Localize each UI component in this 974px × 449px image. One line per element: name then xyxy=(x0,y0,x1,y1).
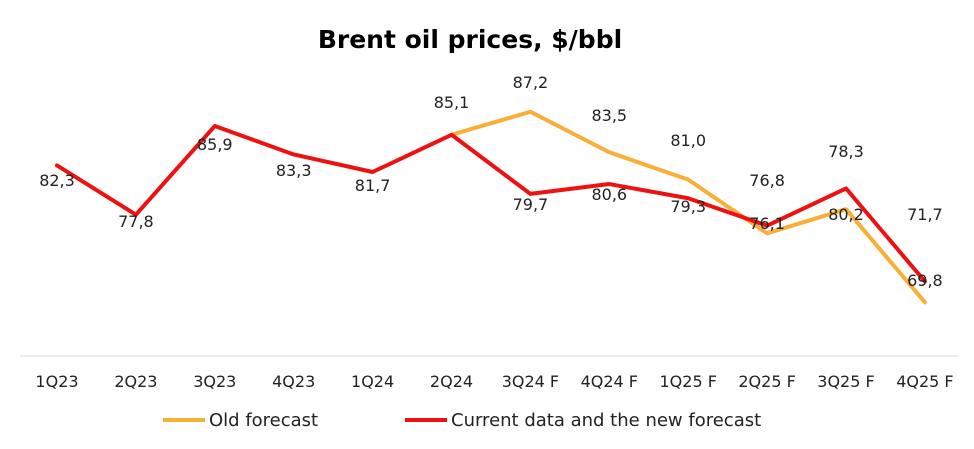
x-tick-1q25-f: 1Q25 F xyxy=(659,372,716,391)
data-label-old-3q25-f: 78,3 xyxy=(828,142,864,161)
x-tick-3q24-f: 3Q24 F xyxy=(502,372,559,391)
data-label-current-3q24-f: 79,7 xyxy=(513,195,549,214)
legend-item-old-forecast: Old forecast xyxy=(163,410,318,431)
series-layer xyxy=(55,109,927,305)
series-line-current-new-forecast xyxy=(55,124,927,284)
x-tick-2q24: 2Q24 xyxy=(430,372,473,391)
x-tick-1q24: 1Q24 xyxy=(351,372,394,391)
data-label-old-4q25-f: 69,8 xyxy=(907,271,943,290)
data-label-current-4q23: 83,3 xyxy=(276,161,312,180)
x-tick-4q25-f: 4Q25 F xyxy=(896,372,953,391)
x-tick-3q25-f: 3Q25 F xyxy=(817,372,874,391)
data-label-old-3q24-f: 87,2 xyxy=(513,73,549,92)
legend-label: Current data and the new forecast xyxy=(451,410,761,431)
chart-title: Brent oil prices, $/bbl xyxy=(318,25,622,54)
data-label-current-3q23: 85,9 xyxy=(197,135,233,154)
legend-item-current-new-forecast: Current data and the new forecast xyxy=(405,410,761,431)
x-tick-4q23: 4Q23 xyxy=(272,372,315,391)
data-label-layer: 87,2 83,5 81,0 76,1 78,3 69,8 82,3 77,8 85,9 83,3… xyxy=(39,73,943,290)
legend-label: Old forecast xyxy=(209,410,318,431)
data-label-current-3q25-f: 80,2 xyxy=(828,205,864,224)
data-label-current-1q24: 81,7 xyxy=(355,176,391,195)
data-label-old-1q25-f: 81,0 xyxy=(670,131,706,150)
series-line-old-forecast xyxy=(449,109,927,305)
x-tick-2q23: 2Q23 xyxy=(114,372,157,391)
x-tick-1q23: 1Q23 xyxy=(35,372,78,391)
data-label-old-4q24-f: 83,5 xyxy=(591,106,627,125)
data-label-current-1q25-f: 79,3 xyxy=(670,197,706,216)
data-label-old-2q25-f: 76,1 xyxy=(749,214,785,233)
x-tick-2q25-f: 2Q25 F xyxy=(738,372,795,391)
x-axis-tick-labels: 1Q23 2Q23 3Q23 4Q23 1Q24 2Q24 3Q24 F 4Q24 F 1Q25… xyxy=(35,372,953,391)
data-label-current-4q25-f: 71,7 xyxy=(907,205,943,224)
data-label-current-4q24-f: 80,6 xyxy=(591,185,627,204)
data-label-current-2q24: 85,1 xyxy=(434,93,470,112)
data-label-current-2q23: 77,8 xyxy=(118,212,154,231)
data-label-current-2q25-f: 76,8 xyxy=(749,171,785,190)
data-label-current-1q23: 82,3 xyxy=(39,171,75,190)
legend: Old forecast Current data and the new for… xyxy=(163,410,761,431)
x-tick-3q23: 3Q23 xyxy=(193,372,236,391)
x-tick-4q24-f: 4Q24 F xyxy=(581,372,638,391)
